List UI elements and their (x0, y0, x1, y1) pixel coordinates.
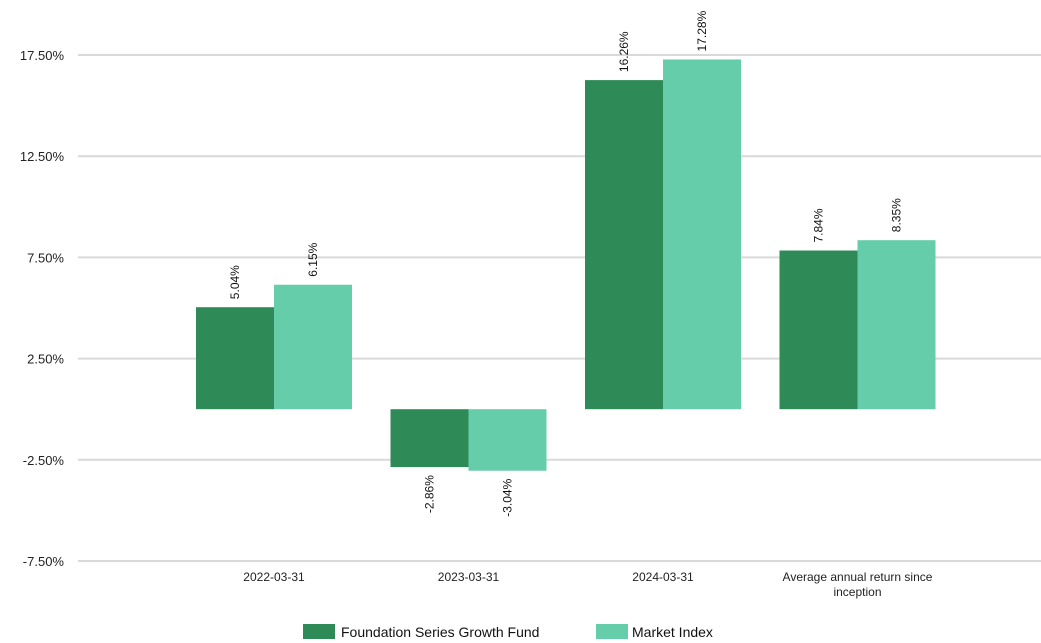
legend-swatch (596, 624, 628, 639)
data-label: 16.26% (617, 31, 631, 72)
bar-fund (585, 80, 663, 410)
x-category-label: 2022-03-31 (243, 570, 305, 584)
legend-label: Foundation Series Growth Fund (341, 624, 539, 640)
legend-swatch (303, 624, 335, 639)
data-label: 17.28% (695, 10, 709, 51)
bar-fund (390, 409, 469, 468)
data-label: 7.84% (812, 208, 826, 242)
bar-fund (779, 250, 858, 410)
data-label: -3.04% (501, 478, 515, 516)
legend: Foundation Series Growth Fund Market Inde… (303, 624, 713, 640)
x-category-label-line: inception (833, 585, 881, 599)
data-labels: 5.04% 6.15% -2.86% -3.04% 16.26% 17.28% 7.84% 8… (228, 10, 904, 516)
x-category-label: Average annual return since inception (783, 570, 933, 599)
y-tick-label: 7.50% (27, 250, 64, 265)
y-tick-label: 2.50% (27, 352, 64, 367)
y-tick-label: 17.50% (20, 48, 65, 63)
x-category-label-line: Average annual return since (783, 570, 933, 584)
bar-index (663, 59, 741, 410)
x-category-label: 2024-03-31 (632, 570, 694, 584)
bar-index (274, 284, 352, 410)
data-label: -2.86% (423, 475, 437, 513)
bar-index (857, 240, 936, 410)
y-tick-label: -7.50% (23, 554, 65, 569)
data-label: 5.04% (228, 265, 242, 299)
y-axis: -7.50% -2.50% 2.50% 7.50% 12.50% 17.50% (20, 48, 65, 569)
bar-fund (196, 307, 274, 410)
y-tick-label: 12.50% (20, 149, 65, 164)
x-axis: 2022-03-31 2023-03-31 2024-03-31 Average an… (243, 570, 932, 599)
legend-label: Market Index (632, 624, 713, 640)
x-category-label: 2023-03-31 (438, 570, 500, 584)
data-label: 6.15% (306, 242, 320, 276)
data-label: 8.35% (890, 198, 904, 232)
bar-index (468, 409, 547, 471)
bars (196, 59, 936, 471)
y-tick-label: -2.50% (23, 453, 65, 468)
